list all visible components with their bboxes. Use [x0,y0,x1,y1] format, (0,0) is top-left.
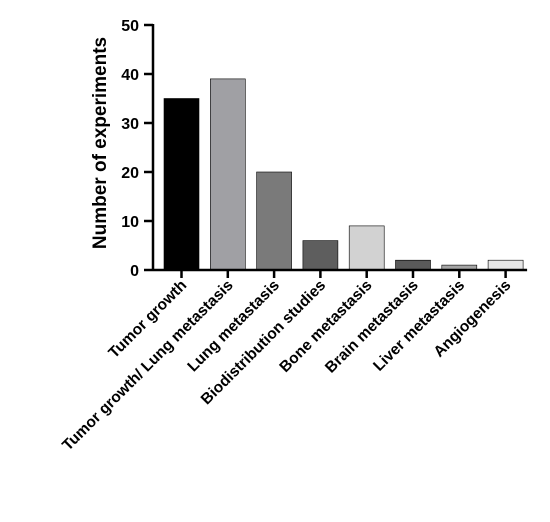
bar-4 [348,225,385,271]
y-axis-label: Number of experiments [90,37,111,249]
y-tick-label-1: 10 [121,214,139,231]
bar-7 [487,259,524,271]
bar-3 [302,240,339,271]
y-tick-label-3: 30 [121,116,139,133]
x-tick-label-0: Tumor growth [105,277,190,362]
bar-1 [210,78,246,271]
y-tick-label-0: 0 [130,263,139,280]
x-tick-label-1: Tumor growth/ Lung metastasis [59,277,236,454]
y-tick-label-5: 50 [121,18,139,35]
bar-2 [256,171,292,271]
y-tick-label-4: 40 [121,67,139,84]
y-tick-label-2: 20 [121,165,139,182]
bar-0 [163,98,200,271]
bar-5 [395,259,431,271]
